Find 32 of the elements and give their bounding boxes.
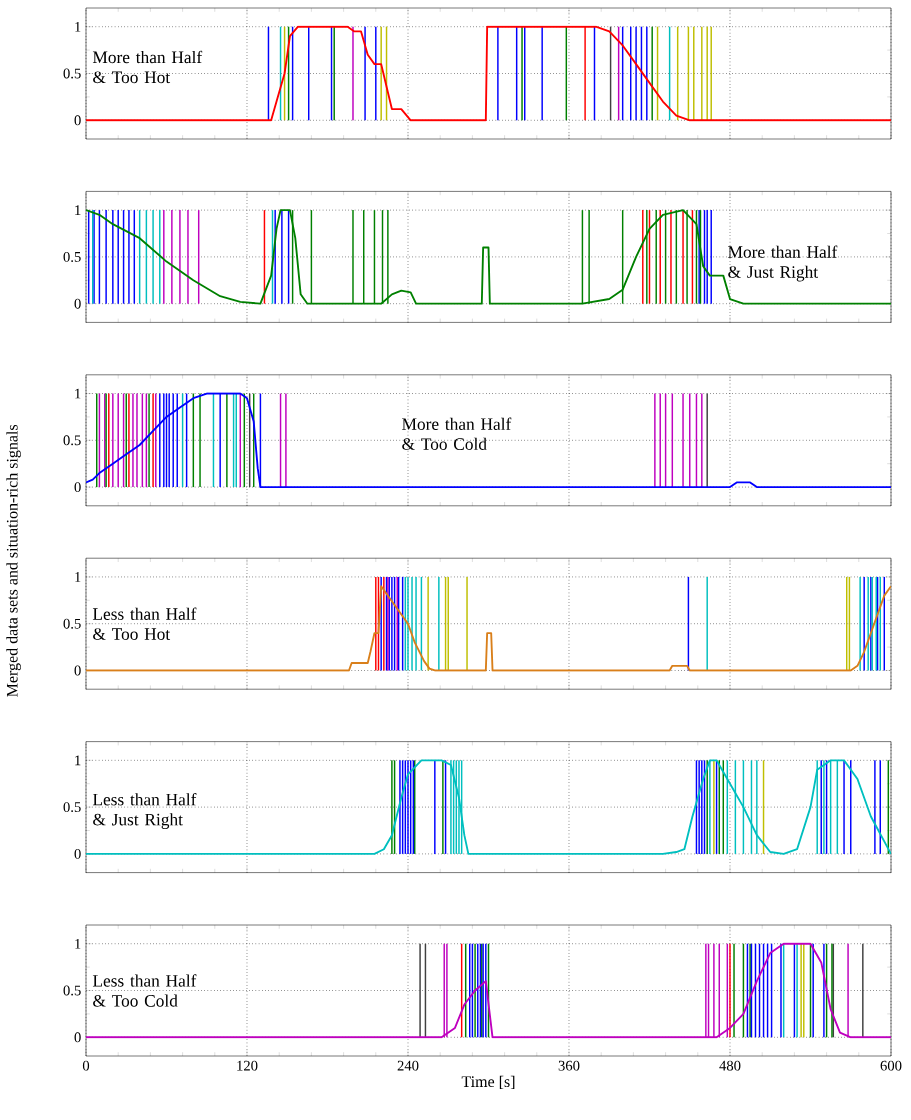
- x-tick-label: 240: [397, 1060, 419, 1071]
- y-tick-label: 0: [74, 665, 81, 676]
- annotation: More than Half & Too Hot: [92, 50, 203, 84]
- annotation: Less than Half & Too Cold: [92, 974, 197, 1007]
- y-tick-label: 0.5: [63, 618, 81, 629]
- y-tick-label: 1: [75, 388, 81, 399]
- annotation: Less than Half & Too Hot: [92, 607, 197, 640]
- y-tick-label: 1: [75, 938, 81, 949]
- annotation: More than Half & Too Cold: [402, 417, 512, 450]
- y-tick-label: 1: [75, 755, 81, 766]
- x-tick-label: 0: [82, 1060, 90, 1071]
- x-tick-label: 360: [558, 1060, 580, 1071]
- x-tick-label: 480: [719, 1060, 741, 1071]
- x-tick-label: 600: [880, 1060, 902, 1071]
- y-tick-label: 0.5: [63, 802, 81, 813]
- y-tick-label: 0.5: [63, 68, 81, 79]
- y-tick-label: 0: [74, 1032, 81, 1043]
- y-tick-label: 0: [74, 482, 81, 493]
- y-tick-label: 1: [75, 21, 81, 32]
- x-axis-title: Time [s]: [461, 1075, 515, 1090]
- y-tick-label: 0: [74, 115, 81, 126]
- annotation: More than Half & Just Right: [728, 245, 838, 282]
- y-tick-label: 1: [75, 205, 81, 215]
- x-tick-label: 120: [237, 1060, 258, 1071]
- y-tick-label: 1: [75, 572, 81, 582]
- annotation: Less than Half & Just Right: [92, 793, 197, 830]
- y-tick-label: 0: [74, 848, 81, 859]
- y-tick-label: 0.5: [63, 985, 81, 996]
- y-tick-label: 0: [74, 298, 81, 309]
- y-axis-title: Merged data sets and situation-rich signals: [6, 424, 21, 697]
- y-tick-label: 0.5: [63, 435, 81, 446]
- y-tick-label: 0.5: [63, 251, 81, 262]
